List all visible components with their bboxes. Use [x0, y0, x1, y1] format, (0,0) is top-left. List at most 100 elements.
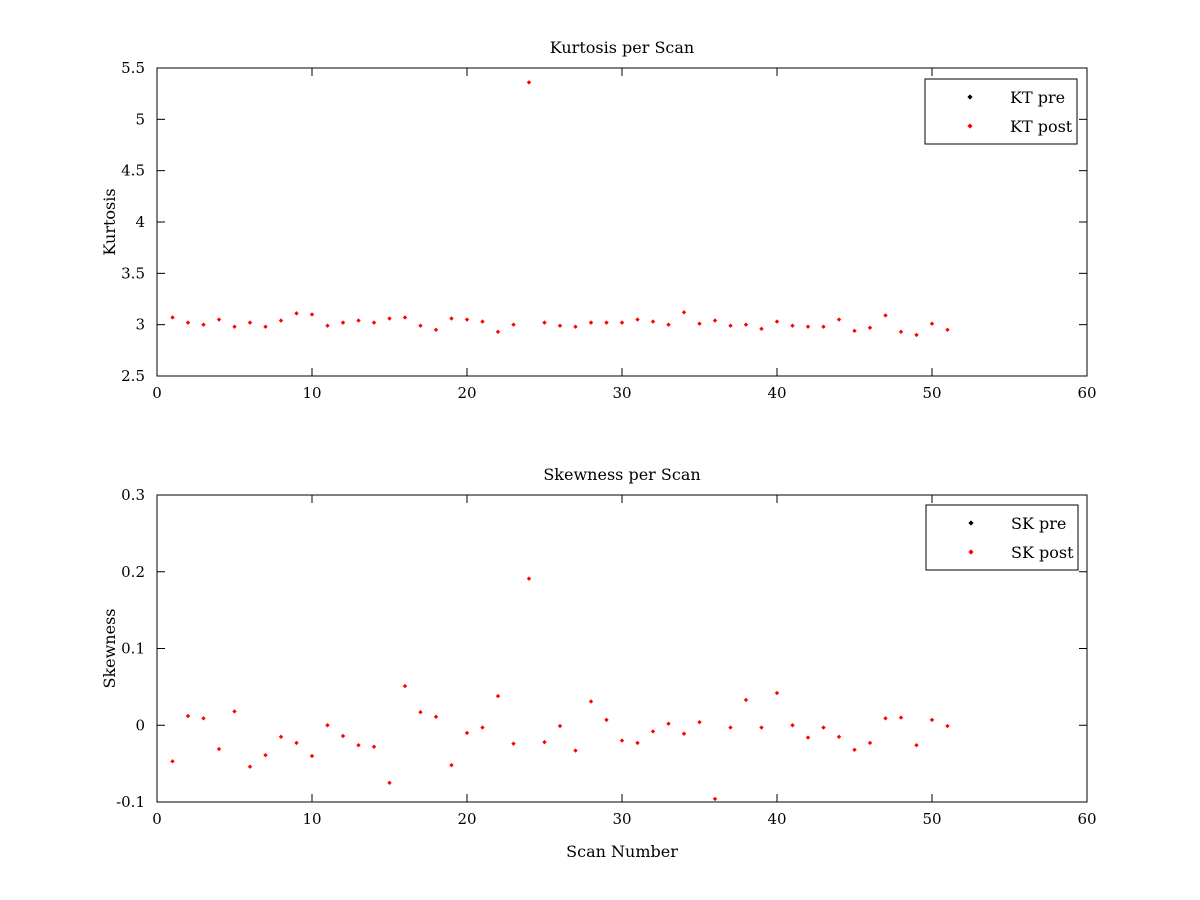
y-tick-label: 4.5 — [121, 162, 145, 180]
data-point — [216, 746, 222, 752]
x-tick-label: 20 — [457, 384, 476, 402]
data-point — [325, 323, 330, 328]
data-point — [216, 317, 222, 322]
legend-box — [925, 504, 1079, 571]
x-tick-label: 30 — [612, 384, 631, 402]
data-point — [805, 735, 811, 740]
data-point — [449, 316, 454, 321]
y-tick-label: 3 — [135, 316, 145, 334]
legend-marker — [968, 549, 974, 555]
data-point — [557, 723, 563, 729]
data-point — [325, 723, 330, 728]
x-axis-label: Scan Number — [566, 842, 678, 861]
data-point — [805, 324, 811, 329]
data-point — [697, 719, 702, 725]
data-point — [635, 317, 640, 322]
data-point — [836, 317, 842, 322]
data-point — [588, 320, 594, 325]
x-tick-label: 60 — [1077, 810, 1096, 828]
data-point — [232, 709, 237, 714]
data-point — [170, 315, 175, 320]
data-point — [542, 739, 547, 745]
data-point — [635, 740, 640, 746]
data-point — [883, 313, 888, 318]
data-point — [526, 80, 532, 85]
x-tick-label: 20 — [457, 810, 476, 828]
chart-0: 0 10 20 30 40 50 60 2.5 3 3.5 4 4.5 5 5.5 Kurtosis per… — [100, 38, 1097, 402]
data-point — [495, 693, 501, 699]
x-tick-label: 10 — [302, 810, 321, 828]
y-tick-label: 0.3 — [121, 486, 145, 504]
data-point — [883, 716, 888, 721]
legend: KT pre KT post — [924, 78, 1078, 145]
data-point — [728, 725, 733, 730]
data-point — [681, 310, 687, 315]
data-point — [774, 690, 780, 696]
data-point — [387, 316, 392, 321]
y-tick-label: 3.5 — [121, 264, 145, 282]
data-point — [418, 710, 423, 715]
data-point — [263, 752, 268, 758]
legend-label: KT post — [1010, 117, 1073, 136]
legend-label: SK post — [1011, 543, 1074, 562]
x-tick-label: 10 — [302, 384, 321, 402]
data-point — [759, 326, 764, 331]
data-point — [867, 740, 873, 746]
data-point — [433, 714, 439, 720]
data-point — [790, 723, 795, 728]
data-point — [929, 321, 935, 326]
chart-title: Kurtosis per Scan — [550, 38, 694, 57]
y-axis-label: Skewness — [100, 608, 119, 688]
data-point — [371, 744, 377, 749]
data-point — [867, 325, 873, 330]
data-point — [340, 320, 346, 325]
data-point — [278, 318, 284, 323]
data-point — [464, 730, 470, 736]
data-point — [759, 725, 764, 730]
x-tick-label: 50 — [922, 384, 941, 402]
chart-1: 0 10 20 30 40 50 60 -0.1 0 0.1 0.2 0.3 Skewness per … — [100, 465, 1097, 861]
data-point — [511, 741, 516, 746]
data-point — [728, 323, 733, 328]
y-tick-label: -0.1 — [116, 793, 145, 811]
data-point — [542, 320, 547, 325]
data-point — [821, 725, 826, 730]
data-point — [650, 729, 656, 734]
x-tick-label: 60 — [1077, 384, 1096, 402]
legend-marker — [968, 520, 974, 526]
y-axis-label: Kurtosis — [100, 188, 119, 255]
data-point — [914, 332, 919, 338]
data-point — [836, 734, 842, 739]
data-point — [774, 319, 780, 324]
data-point — [402, 683, 408, 689]
data-point — [898, 715, 904, 720]
data-point — [945, 327, 950, 332]
data-point — [650, 319, 656, 324]
data-point — [666, 721, 671, 726]
y-tick-label: 0 — [135, 716, 145, 734]
data-point — [743, 322, 749, 327]
legend-box — [924, 78, 1078, 145]
x-tick-label: 50 — [922, 810, 941, 828]
data-point — [294, 311, 299, 316]
legend-marker — [967, 123, 973, 129]
data-point — [294, 740, 299, 746]
data-point — [588, 699, 594, 704]
data-point — [619, 320, 625, 325]
data-point — [666, 322, 671, 327]
data-point — [526, 576, 532, 581]
data-point — [681, 731, 687, 736]
data-point — [263, 324, 268, 329]
legend: SK pre SK post — [925, 504, 1079, 571]
data-point — [511, 322, 516, 327]
data-point — [387, 780, 392, 786]
x-tick-label: 0 — [152, 384, 162, 402]
data-point — [356, 743, 361, 748]
data-point — [743, 697, 749, 703]
data-point — [914, 743, 919, 748]
data-point — [340, 733, 346, 739]
data-point — [371, 320, 377, 325]
x-tick-label: 30 — [612, 810, 631, 828]
data-point — [712, 318, 718, 323]
data-point — [557, 323, 563, 328]
